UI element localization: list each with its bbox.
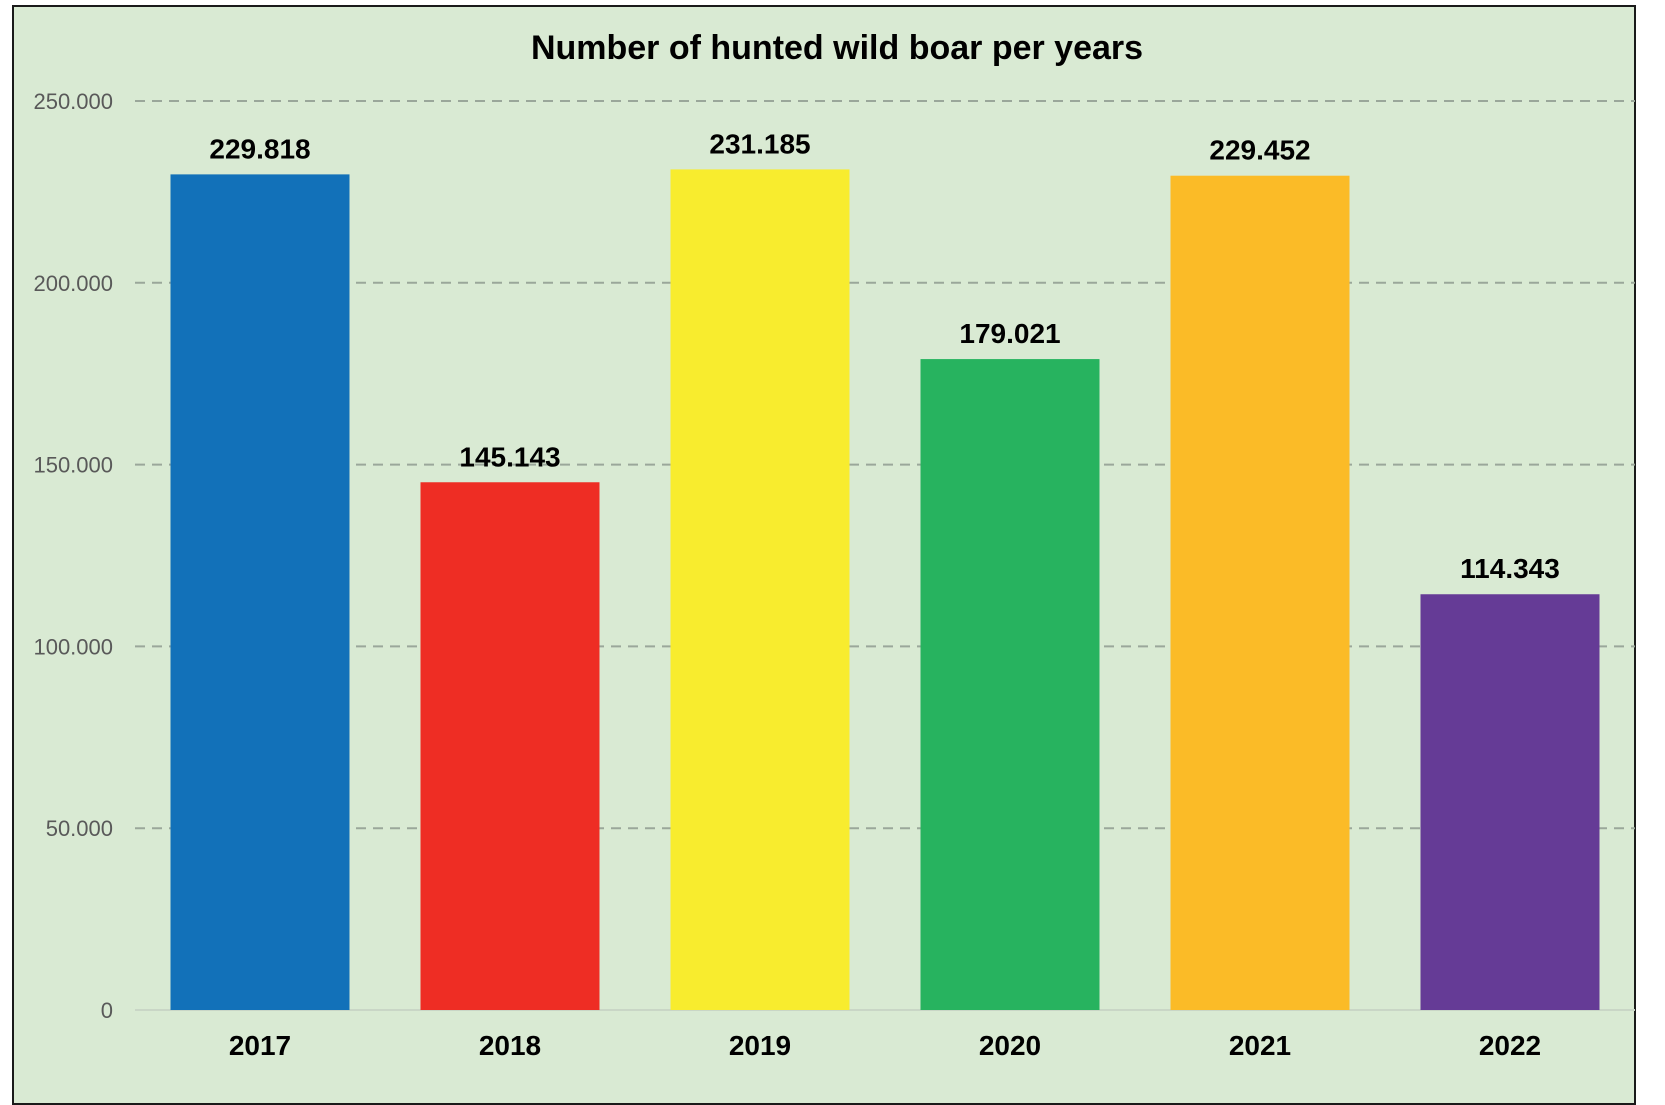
data-label-2020: 179.021 bbox=[959, 318, 1060, 349]
data-label-2021: 229.452 bbox=[1209, 135, 1310, 166]
y-tick-label: 100.000 bbox=[33, 634, 113, 659]
bar-2021 bbox=[1170, 175, 1350, 1010]
bar-chart: Number of hunted wild boar per years 0 50… bbox=[33, 29, 1635, 1061]
data-labels: 229.818 145.143 231.185 179.021 229.452 114.3… bbox=[209, 128, 1559, 584]
bars bbox=[170, 169, 1600, 1011]
x-tick-label-2022: 2022 bbox=[1479, 1030, 1541, 1061]
x-tick-label-2018: 2018 bbox=[479, 1030, 541, 1061]
x-tick-label-2020: 2020 bbox=[979, 1030, 1041, 1061]
data-label-2017: 229.818 bbox=[209, 133, 310, 164]
data-label-2022: 114.343 bbox=[1460, 553, 1560, 584]
x-tick-label-2019: 2019 bbox=[729, 1030, 791, 1061]
bar-2022 bbox=[1420, 594, 1600, 1010]
bar-2018 bbox=[420, 482, 600, 1011]
chart-title: Number of hunted wild boar per years bbox=[531, 29, 1143, 67]
bar-2020 bbox=[920, 359, 1100, 1010]
bar-2019 bbox=[670, 169, 850, 1010]
y-tick-label: 200.000 bbox=[33, 271, 113, 296]
y-tick-label: 50.000 bbox=[46, 816, 113, 841]
bar-2017 bbox=[170, 174, 350, 1011]
x-tick-label-2017: 2017 bbox=[229, 1030, 291, 1061]
x-axis-tick-labels: 2017 2018 2019 2020 2021 2022 bbox=[229, 1030, 1541, 1061]
y-axis-tick-labels: 0 50.000 100.000 150.000 200.000 250.000 bbox=[33, 89, 113, 1023]
data-label-2018: 145.143 bbox=[459, 441, 560, 472]
y-tick-label: 150.000 bbox=[33, 453, 113, 478]
x-tick-label-2021: 2021 bbox=[1229, 1030, 1291, 1061]
y-tick-label: 250.000 bbox=[33, 89, 113, 114]
gridlines bbox=[135, 100, 1635, 1011]
data-label-2019: 231.185 bbox=[709, 128, 810, 159]
y-tick-label: 0 bbox=[101, 998, 113, 1023]
